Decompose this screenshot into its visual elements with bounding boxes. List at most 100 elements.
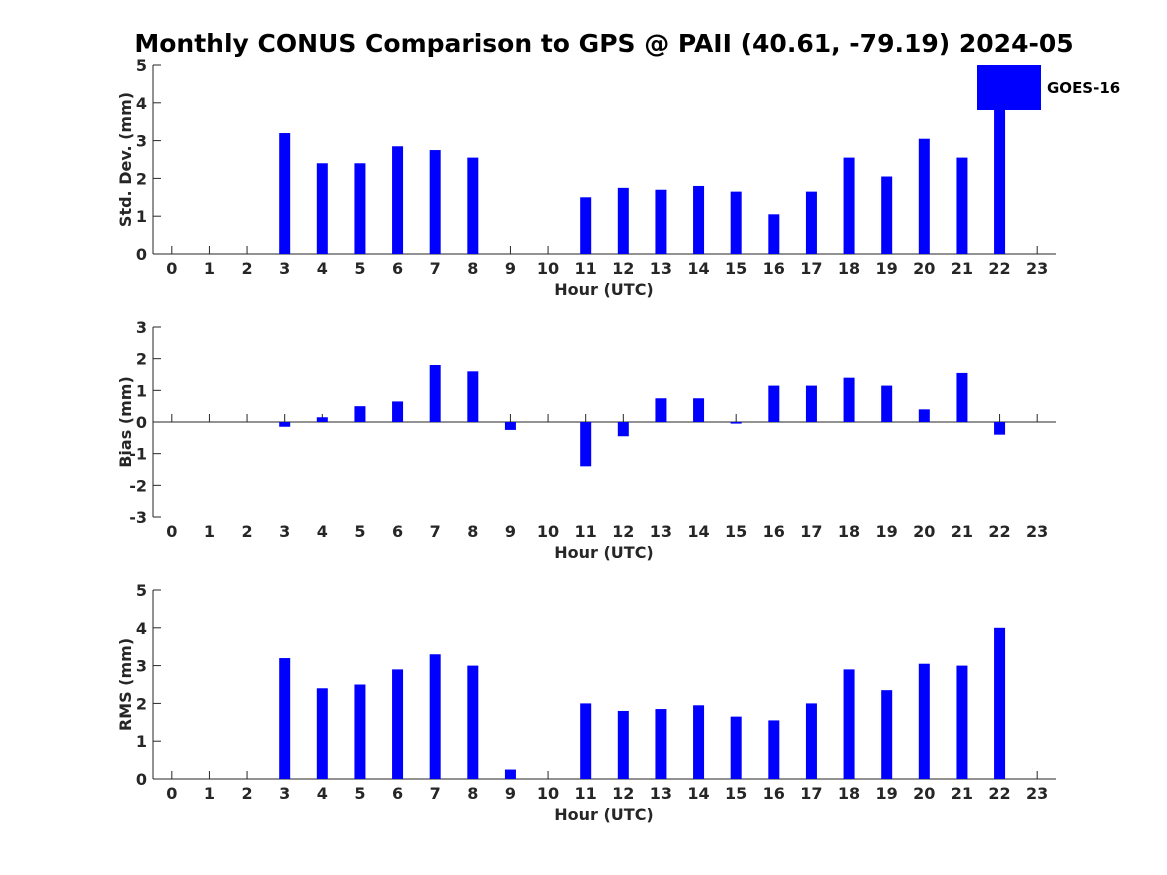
- bar: [994, 422, 1006, 435]
- bar: [504, 769, 516, 779]
- x-tick-label: 12: [612, 522, 634, 541]
- x-tick-label: 15: [725, 784, 747, 803]
- y-tick-label: 0: [136, 245, 147, 264]
- x-tick-label: 15: [725, 522, 747, 541]
- bar: [805, 385, 817, 422]
- bar: [994, 627, 1006, 779]
- bar: [881, 690, 893, 779]
- x-tick-label: 2: [241, 259, 252, 278]
- x-tick-label: 21: [951, 259, 973, 278]
- y-tick-label: 2: [136, 694, 147, 713]
- bar: [693, 398, 705, 422]
- x-tick-label: 22: [988, 522, 1010, 541]
- x-tick-label: 6: [392, 522, 403, 541]
- x-axis-label: Hour (UTC): [554, 543, 654, 562]
- legend-swatch: [977, 65, 1041, 110]
- x-tick-label: 13: [650, 784, 672, 803]
- bar: [279, 422, 291, 427]
- x-tick-label: 17: [800, 522, 822, 541]
- y-tick-label: 1: [136, 381, 147, 400]
- y-tick-label: 5: [136, 581, 147, 600]
- bar: [693, 705, 705, 779]
- x-tick-label: 23: [1026, 522, 1048, 541]
- bar: [843, 157, 855, 254]
- bar: [316, 688, 328, 779]
- x-tick-label: 17: [800, 259, 822, 278]
- y-tick-label: -3: [129, 508, 147, 527]
- bar: [279, 133, 291, 254]
- bar: [693, 185, 705, 254]
- bar: [617, 187, 629, 254]
- bar: [467, 157, 479, 254]
- bar: [617, 422, 629, 437]
- y-tick-label: 2: [136, 169, 147, 188]
- bar: [655, 398, 667, 422]
- x-tick-label: 3: [279, 259, 290, 278]
- x-tick-label: 9: [505, 259, 516, 278]
- x-tick-label: 18: [838, 784, 860, 803]
- legend-label: GOES-16: [1047, 79, 1120, 97]
- bar: [467, 665, 479, 779]
- x-tick-label: 2: [241, 784, 252, 803]
- x-tick-label: 17: [800, 784, 822, 803]
- x-tick-label: 18: [838, 522, 860, 541]
- x-axis-label: Hour (UTC): [554, 805, 654, 824]
- y-tick-label: -1: [129, 445, 147, 464]
- x-tick-label: 8: [467, 784, 478, 803]
- bar: [279, 658, 291, 779]
- x-tick-label: 10: [537, 784, 559, 803]
- x-tick-label: 10: [537, 522, 559, 541]
- x-tick-label: 11: [575, 522, 597, 541]
- x-tick-label: 6: [392, 784, 403, 803]
- x-tick-label: 9: [505, 522, 516, 541]
- y-tick-label: 1: [136, 732, 147, 751]
- y-axis-label: RMS (mm): [116, 638, 135, 731]
- x-tick-label: 16: [763, 259, 785, 278]
- x-tick-label: 5: [354, 784, 365, 803]
- x-tick-label: 14: [687, 522, 709, 541]
- bar: [504, 422, 516, 430]
- x-tick-label: 3: [279, 784, 290, 803]
- y-tick-label: 4: [136, 619, 147, 638]
- bar: [429, 150, 441, 254]
- bar: [843, 669, 855, 779]
- x-tick-label: 7: [430, 784, 441, 803]
- x-tick-label: 22: [988, 784, 1010, 803]
- y-tick-label: 3: [136, 657, 147, 676]
- bar: [467, 371, 479, 422]
- x-tick-label: 1: [204, 522, 215, 541]
- bar: [730, 191, 742, 254]
- x-tick-label: 11: [575, 259, 597, 278]
- x-tick-label: 20: [913, 259, 935, 278]
- y-axis-label: Bias (mm): [116, 376, 135, 468]
- y-tick-label: 4: [136, 94, 147, 113]
- bar: [881, 385, 893, 422]
- y-tick-label: 2: [136, 350, 147, 369]
- x-tick-label: 5: [354, 259, 365, 278]
- x-tick-label: 19: [876, 784, 898, 803]
- bar: [354, 163, 366, 254]
- bar: [956, 157, 968, 254]
- bar: [843, 377, 855, 422]
- x-tick-label: 12: [612, 259, 634, 278]
- bar: [392, 146, 404, 254]
- y-tick-label: 5: [136, 56, 147, 75]
- x-tick-label: 3: [279, 522, 290, 541]
- x-tick-label: 21: [951, 522, 973, 541]
- y-tick-label: 0: [136, 770, 147, 789]
- x-tick-label: 19: [876, 259, 898, 278]
- x-tick-label: 21: [951, 784, 973, 803]
- x-tick-label: 9: [505, 784, 516, 803]
- legend: GOES-16: [977, 65, 1120, 110]
- bar: [617, 710, 629, 779]
- x-tick-label: 23: [1026, 259, 1048, 278]
- bar: [918, 138, 930, 254]
- x-tick-label: 2: [241, 522, 252, 541]
- bar: [429, 654, 441, 779]
- bar: [354, 406, 366, 422]
- bar: [392, 669, 404, 779]
- x-tick-label: 14: [687, 259, 709, 278]
